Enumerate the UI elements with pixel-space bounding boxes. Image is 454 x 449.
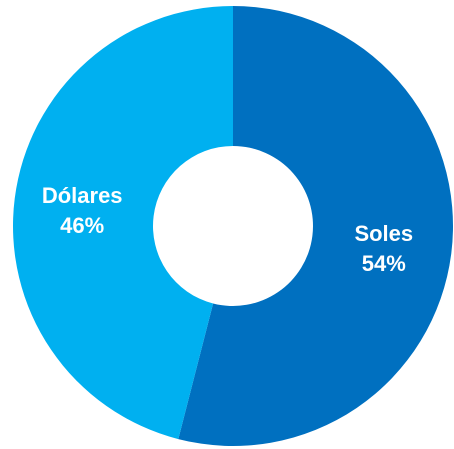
slice-label-0: Soles 54%	[354, 221, 413, 276]
slice-name-label: Soles	[354, 221, 413, 246]
slice-value-label: 54%	[362, 251, 406, 276]
slice-label-1: Dólares 46%	[42, 183, 123, 238]
slice-soles	[178, 6, 454, 446]
slice-value-label: 46%	[60, 213, 104, 238]
slice-d-lares	[13, 6, 233, 440]
slice-name-label: Dólares	[42, 183, 123, 208]
